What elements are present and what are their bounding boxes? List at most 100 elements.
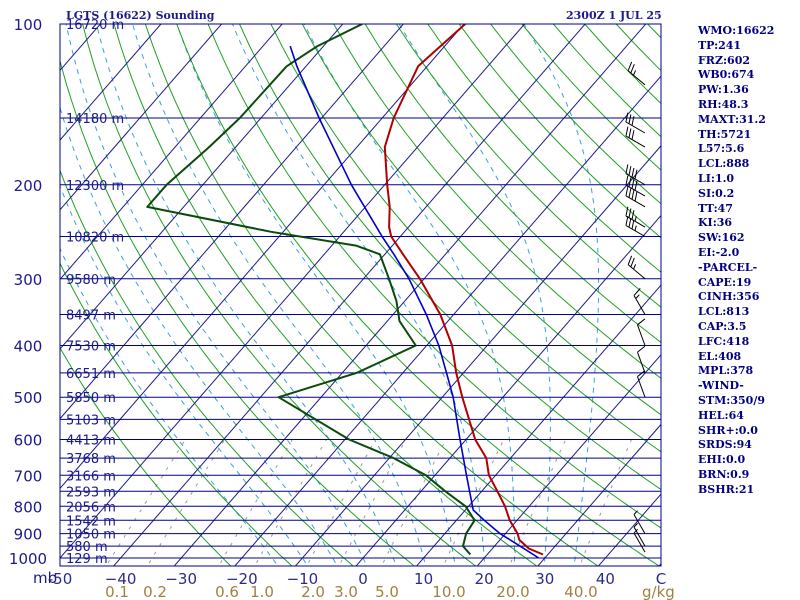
moist-adiabat	[303, 24, 515, 566]
chart-time: 2300Z 1 JUL 25	[566, 9, 662, 22]
temperature-tick-label: 30	[535, 570, 554, 588]
mixing-ratio-label: 2.0	[301, 583, 325, 600]
pressure-tick-label: 200	[14, 177, 43, 195]
height-label: 14180 m	[66, 112, 124, 127]
temperature-tick-label: -50	[48, 570, 73, 588]
height-label: 1542 m	[66, 514, 116, 529]
dry-adiabat	[144, 24, 599, 566]
mixing-ratio-label: 1.0	[250, 583, 274, 600]
wind-barb	[637, 370, 646, 398]
stat-line: FRZ:602	[698, 53, 751, 67]
dry-adiabat	[270, 24, 661, 453]
moist-adiabat	[232, 24, 486, 566]
moist-adiabat	[60, 247, 279, 566]
isotherm-line	[60, 24, 405, 420]
mixing-ratio-label: 0.6	[215, 583, 239, 600]
height-label: 1050 m	[66, 528, 116, 543]
stat-line: SHR+:0.0	[698, 423, 758, 437]
stat-line: SI:0.2	[698, 186, 735, 200]
dry-adiabat	[427, 24, 661, 273]
isotherm-line	[355, 214, 661, 566]
pressure-tick-label: 1000	[9, 550, 47, 568]
stat-line: RH:48.3	[698, 97, 749, 111]
isotherm-line	[60, 24, 223, 211]
wind-barb	[627, 255, 646, 280]
stat-line: SW:162	[698, 231, 745, 245]
mixing-ratio-label: 5.0	[375, 583, 399, 600]
isotherm-line	[294, 145, 661, 566]
pressure-tick-label: 600	[14, 432, 43, 450]
stat-line: HEL:64	[698, 408, 744, 422]
stat-line: PW:1.36	[698, 83, 749, 97]
dry-adiabat	[60, 346, 232, 566]
height-label: 9580 m	[66, 273, 116, 288]
stat-line: -WIND-	[698, 379, 744, 393]
pressure-tick-label: 300	[14, 271, 43, 289]
stat-line: MPL:378	[698, 364, 754, 378]
height-label: 8497 m	[66, 309, 116, 324]
mixing-ratio-label: 10.0	[432, 583, 465, 600]
temperature-tick-label: −30	[165, 570, 197, 588]
chart-title: LGTS (16622) Sounding	[66, 9, 215, 22]
stat-line: LFC:418	[698, 334, 750, 348]
wind-barb	[627, 61, 646, 86]
moist-adiabat	[398, 24, 551, 566]
wind-barb	[637, 345, 646, 373]
wind-barb	[625, 206, 646, 228]
height-label: 129 m	[66, 552, 108, 567]
wind-barb	[633, 510, 646, 534]
mixing-ratio-line	[579, 439, 632, 566]
height-label: 7530 m	[66, 340, 116, 355]
pressure-tick-label: 100	[14, 16, 43, 34]
temperature-tick-label: −20	[226, 570, 258, 588]
wind-barb	[625, 175, 646, 197]
stat-line: BSHR:21	[698, 482, 755, 496]
dry-adiabat	[207, 24, 661, 529]
isotherm-line	[60, 24, 344, 350]
height-label: 2056 m	[66, 500, 116, 515]
stat-line: EHI:0.0	[698, 453, 746, 467]
temperature-tick-label: 20	[475, 570, 494, 588]
wind-barb	[625, 112, 646, 134]
y-axis-unit-label: mb	[33, 569, 57, 587]
pressure-tick-label: 400	[14, 338, 43, 356]
isotherm-line	[476, 354, 661, 566]
mixing-ratio-line	[306, 439, 376, 566]
stat-line: MAXT:31.2	[698, 112, 766, 126]
stat-line: TP:241	[698, 38, 742, 52]
isotherm-line	[60, 24, 465, 490]
height-label: 5850 m	[66, 391, 116, 406]
moist-adiabat	[60, 184, 309, 566]
mixing-ratio-line	[442, 439, 505, 566]
height-label: 10820 m	[66, 230, 124, 245]
wind-barb	[625, 216, 646, 237]
mixing-ratio-label: 0.2	[143, 583, 167, 600]
stat-line: BRN:0.9	[698, 467, 750, 481]
wind-barb	[625, 186, 646, 208]
pressure-tick-label: 900	[14, 526, 43, 544]
wind-barb	[625, 164, 646, 186]
isotherm-line	[0, 0, 61, 580]
isotherm-line	[537, 423, 661, 566]
pressure-tick-label: 800	[14, 498, 43, 516]
stat-line: TH:5721	[698, 127, 752, 141]
mixing-ratio-line	[146, 439, 226, 566]
stat-line: CINH:356	[698, 290, 760, 304]
stats-panel: WMO:16622 TP:241 FRZ:602 WB0:674 PW:1.36 RH:4…	[698, 24, 798, 498]
dry-adiabat	[364, 24, 661, 344]
mixing-ratio-label: 0.1	[105, 583, 129, 600]
temperature-tick-label: 0	[358, 570, 368, 588]
isotherm-line	[60, 24, 283, 281]
stat-line: SRDS:94	[698, 438, 752, 452]
wind-barb	[633, 288, 646, 315]
mixing-ratio-label: 3.0	[334, 583, 358, 600]
mixing-ratio-line	[254, 439, 327, 566]
wind-barb	[633, 528, 646, 553]
wind-barb	[633, 522, 646, 547]
parcel-profile-line	[289, 45, 540, 559]
isotherm-line	[60, 24, 526, 559]
moist-adiabat	[523, 24, 600, 566]
temperature-tick-label: 40	[596, 570, 615, 588]
moist-adiabat	[132, 24, 427, 566]
dry-adiabat	[301, 24, 661, 416]
